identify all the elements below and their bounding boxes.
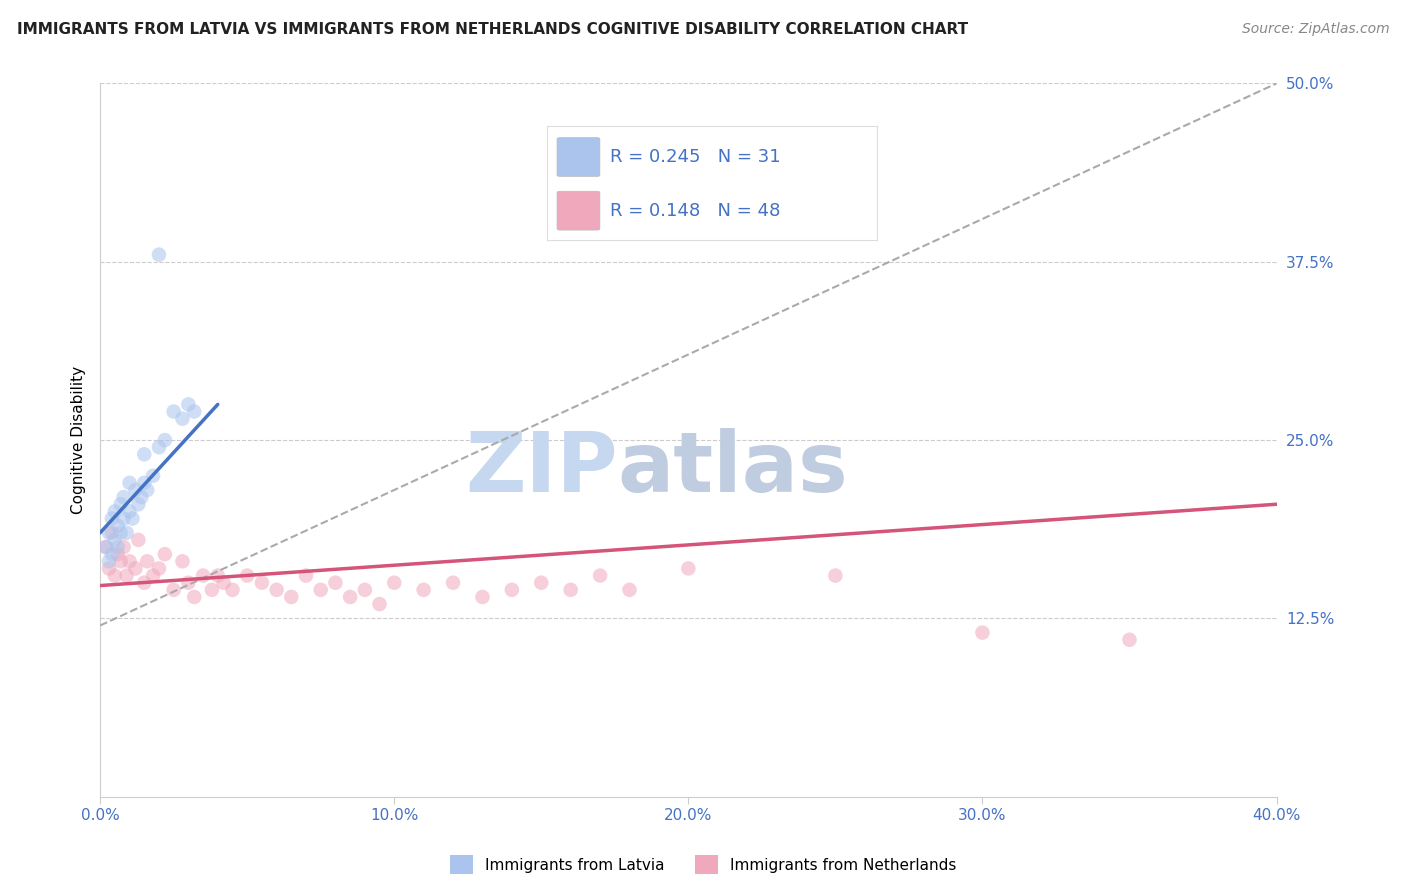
Text: ZIP: ZIP (465, 428, 617, 509)
Text: IMMIGRANTS FROM LATVIA VS IMMIGRANTS FROM NETHERLANDS COGNITIVE DISABILITY CORRE: IMMIGRANTS FROM LATVIA VS IMMIGRANTS FRO… (17, 22, 967, 37)
Point (97, 525, 120, 540)
Point (972, 625, 994, 640)
Point (101, 525, 124, 540)
Point (112, 490, 135, 504)
Point (353, 582, 375, 597)
Point (295, 568, 318, 582)
Point (110, 554, 132, 568)
Point (136, 483, 159, 497)
Point (280, 590, 302, 604)
Point (250, 575, 273, 590)
Point (163, 582, 186, 597)
Point (1118, 632, 1140, 647)
Point (142, 568, 165, 582)
Point (127, 533, 149, 547)
Point (124, 483, 146, 497)
Point (118, 554, 141, 568)
Point (368, 597, 391, 611)
Point (115, 568, 138, 582)
Point (94, 540, 117, 554)
Point (142, 468, 165, 483)
Point (172, 554, 194, 568)
Point (153, 547, 176, 561)
Point (148, 247, 170, 261)
Point (560, 582, 582, 597)
Point (134, 447, 156, 461)
Point (236, 568, 259, 582)
Point (101, 511, 124, 525)
Point (112, 511, 135, 525)
Point (471, 590, 494, 604)
Point (104, 568, 127, 582)
Point (131, 490, 153, 504)
Point (201, 582, 224, 597)
Point (212, 575, 235, 590)
Point (134, 575, 156, 590)
Point (172, 411, 194, 425)
Point (115, 525, 138, 540)
Point (107, 547, 129, 561)
Point (104, 504, 127, 518)
Point (441, 575, 464, 590)
Point (163, 404, 186, 418)
Point (177, 575, 200, 590)
Point (118, 504, 141, 518)
Point (127, 497, 149, 511)
Legend: Immigrants from Latvia, Immigrants from Netherlands: Immigrants from Latvia, Immigrants from … (443, 849, 963, 880)
Point (112, 540, 135, 554)
Point (110, 497, 132, 511)
Point (110, 525, 132, 540)
Point (191, 568, 214, 582)
Point (266, 582, 288, 597)
Point (97, 561, 120, 575)
Point (221, 582, 243, 597)
Point (136, 554, 159, 568)
Point (309, 582, 332, 597)
Point (412, 582, 434, 597)
Point (207, 568, 229, 582)
Point (134, 475, 156, 490)
Point (339, 590, 361, 604)
Point (118, 475, 141, 490)
Point (382, 575, 405, 590)
Y-axis label: Cognitive Disability: Cognitive Disability (72, 366, 86, 514)
Point (124, 561, 146, 575)
Point (824, 568, 846, 582)
Point (325, 575, 347, 590)
Point (501, 582, 523, 597)
Point (94, 540, 117, 554)
Point (97, 554, 120, 568)
Point (148, 561, 170, 575)
Point (619, 582, 641, 597)
Point (104, 533, 127, 547)
Point (148, 440, 170, 454)
Point (107, 540, 129, 554)
Point (530, 575, 553, 590)
Point (121, 511, 143, 525)
Point (678, 561, 700, 575)
Text: Source: ZipAtlas.com: Source: ZipAtlas.com (1241, 22, 1389, 37)
Point (183, 404, 205, 418)
Point (107, 518, 129, 533)
Point (183, 590, 205, 604)
Point (177, 397, 200, 411)
Point (101, 547, 124, 561)
Point (589, 568, 612, 582)
Point (153, 433, 176, 447)
Text: atlas: atlas (617, 428, 848, 509)
